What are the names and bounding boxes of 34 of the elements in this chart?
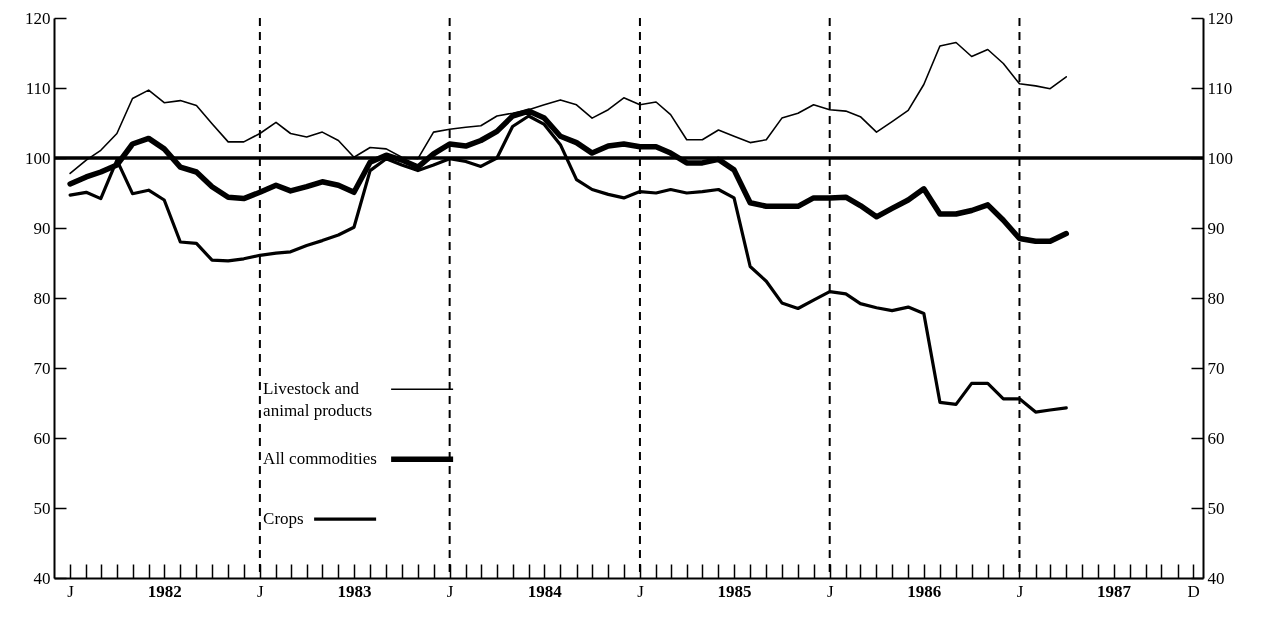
x-tick-label: J xyxy=(257,581,265,601)
y-tick-label: 50 xyxy=(33,498,51,518)
x-tick-label: J xyxy=(826,581,834,601)
y2-tick-label: 50 xyxy=(1207,498,1225,518)
y-tick-label: 70 xyxy=(33,358,51,378)
x-tick-label: J xyxy=(446,581,454,601)
y2-tick-label: 40 xyxy=(1207,568,1225,588)
legend-label: Crops xyxy=(263,509,304,529)
legend-label: Livestock and animal products xyxy=(263,379,373,421)
y-tick-label: 110 xyxy=(25,78,51,98)
x-tick-label: D xyxy=(1187,581,1200,601)
y2-tick-label: 70 xyxy=(1207,358,1225,378)
y2-tick-label: 80 xyxy=(1207,288,1225,308)
y-tick-label: 40 xyxy=(33,568,51,588)
y-tick-label: 60 xyxy=(33,428,51,448)
x-tick-label: 1982 xyxy=(147,581,182,601)
x-tick-label: 1985 xyxy=(717,581,752,601)
x-tick-label: J xyxy=(637,581,645,601)
x-tick-label: 1983 xyxy=(337,581,372,601)
y-tick-label: 120 xyxy=(25,8,51,28)
y2-tick-label: 110 xyxy=(1207,78,1233,98)
x-tick-label: 1984 xyxy=(527,581,563,601)
x-tick-label: 1987 xyxy=(1097,581,1132,601)
y-tick-label: 90 xyxy=(33,218,51,238)
x-tick-label: 1986 xyxy=(907,581,942,601)
x-tick-label: J xyxy=(1016,581,1024,601)
x-tick-label: J xyxy=(67,581,75,601)
y2-tick-label: 90 xyxy=(1207,218,1225,238)
y2-tick-label: 100 xyxy=(1207,148,1233,168)
legend-label: All commodities xyxy=(263,449,377,469)
y2-tick-label: 120 xyxy=(1207,8,1233,28)
y-tick-label: 100 xyxy=(25,148,51,168)
y-tick-label: 80 xyxy=(33,288,51,308)
y2-tick-label: 60 xyxy=(1207,428,1225,448)
